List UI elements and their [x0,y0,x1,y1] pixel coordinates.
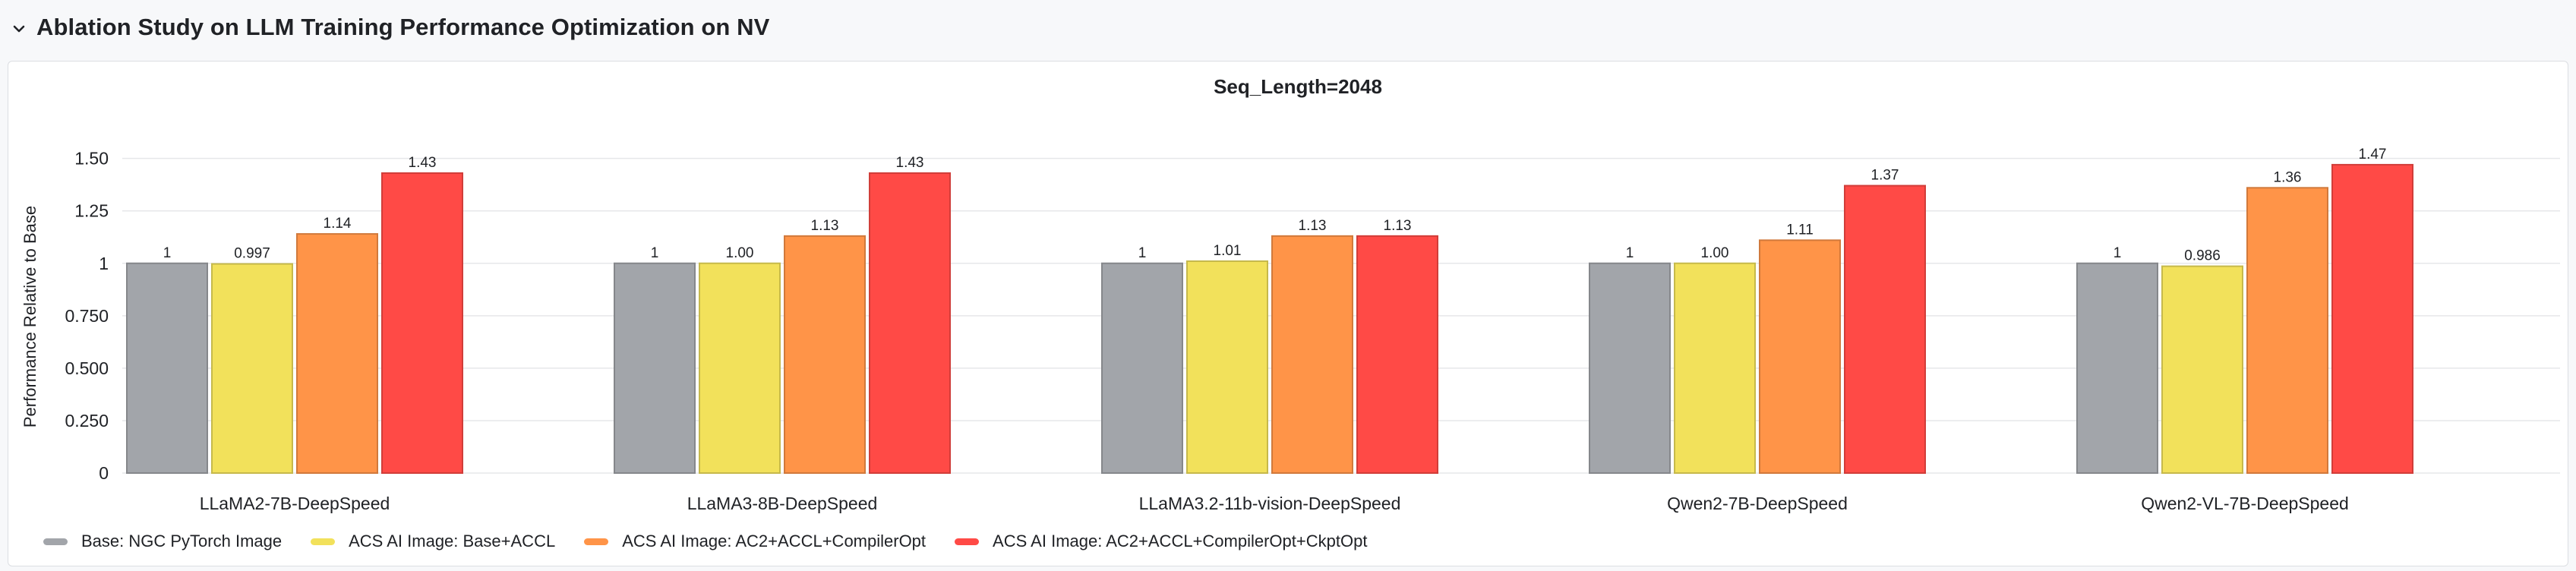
bar-value-label: 1.36 [2274,169,2302,185]
section-title: Ablation Study on LLM Training Performan… [36,14,770,40]
bar [1186,260,1268,474]
bar-value-label: 1 [2114,245,2122,261]
bar [784,235,866,474]
bar [126,262,208,474]
bar-value-label: 1 [651,245,659,261]
bar [869,172,951,474]
section-header[interactable]: Ablation Study on LLM Training Performan… [11,6,769,49]
chart-title: Seq_Length=2048 [1214,75,1382,98]
y-axis-label: Performance Relative to Base [21,206,39,427]
bar [1759,239,1841,475]
bar [1356,235,1438,474]
legend-swatch [43,538,68,545]
x-tick-label: LLaMA3.2-11b-vision-DeepSpeed [1139,494,1401,513]
y-tick-label: 0.500 [65,358,109,378]
bar-value-label: 1.01 [1214,243,1242,259]
bar-value-label: 1 [1626,245,1634,261]
bar-value-label: 1.13 [811,218,839,234]
bar-value-label: 0.997 [234,246,270,262]
bar [1271,235,1353,474]
bar [2246,187,2328,475]
bar [1674,262,1756,474]
legend-label: ACS AI Image: AC2+ACCL+CompilerOpt [622,532,927,550]
bar [2161,265,2243,474]
y-tick-label: 0 [99,463,109,483]
bar-value-label: 1.11 [1786,222,1814,238]
x-tick-label: LLaMA3-8B-DeepSpeed [687,494,878,513]
chart-legend: Base: NGC PyTorch Image ACS AI Image: Bas… [43,522,1396,561]
bar [296,233,378,474]
y-tick-label: 1.25 [74,201,109,221]
legend-swatch [311,538,336,545]
chevron-down-icon[interactable] [11,21,27,37]
bar [2331,163,2413,474]
bar-value-label: 1.43 [409,155,437,171]
y-tick-label: 0.750 [65,306,109,326]
bar-value-label: 1.43 [896,155,924,171]
bar-value-label: 1.37 [1871,168,1899,184]
bar [614,262,696,474]
legend-swatch [955,538,980,545]
bar [1101,262,1183,474]
bar-value-label: 1.13 [1299,218,1327,234]
legend-swatch [584,538,609,545]
legend-label: Base: NGC PyTorch Image [81,532,283,550]
bar-value-label: 1.13 [1384,218,1412,234]
bar [381,172,463,474]
legend-label: ACS AI Image: Base+ACCL [349,532,556,550]
bar [211,263,293,474]
x-tick-label: LLaMA2-7B-DeepSpeed [200,494,390,513]
bar-value-label: 1.14 [324,216,352,232]
legend-item[interactable]: ACS AI Image: AC2+ACCL+CompilerOpt+CkptO… [955,532,1367,551]
legend-item[interactable]: Base: NGC PyTorch Image [43,532,282,551]
bar-value-label: 1.47 [2359,147,2387,162]
x-tick-label: Qwen2-7B-DeepSpeed [1667,494,1848,513]
y-tick-label: 1.50 [74,149,109,169]
bar-value-label: 1.00 [726,245,754,261]
bar [1844,185,1926,474]
chart-panel: Seq_Length=2048 Performance Relative to B… [8,61,2568,566]
bar-value-label: 1 [1138,245,1147,261]
bar-chart: Seq_Length=2048 Performance Relative to B… [21,75,2560,513]
legend-label: ACS AI Image: AC2+ACCL+CompilerOpt+CkptO… [993,532,1368,550]
x-tick-label: Qwen2-VL-7B-DeepSpeed [2141,494,2349,513]
bar-value-label: 1 [163,245,172,261]
legend-item[interactable]: ACS AI Image: Base+ACCL [311,532,555,551]
bar [1589,262,1671,474]
bar-value-label: 0.986 [2184,248,2221,264]
legend-item[interactable]: ACS AI Image: AC2+ACCL+CompilerOpt [584,532,926,551]
bar [2076,262,2158,474]
bar [699,262,781,474]
y-tick-label: 0.250 [65,411,109,431]
y-tick-label: 1 [99,254,109,273]
bar-value-label: 1.00 [1701,245,1729,261]
